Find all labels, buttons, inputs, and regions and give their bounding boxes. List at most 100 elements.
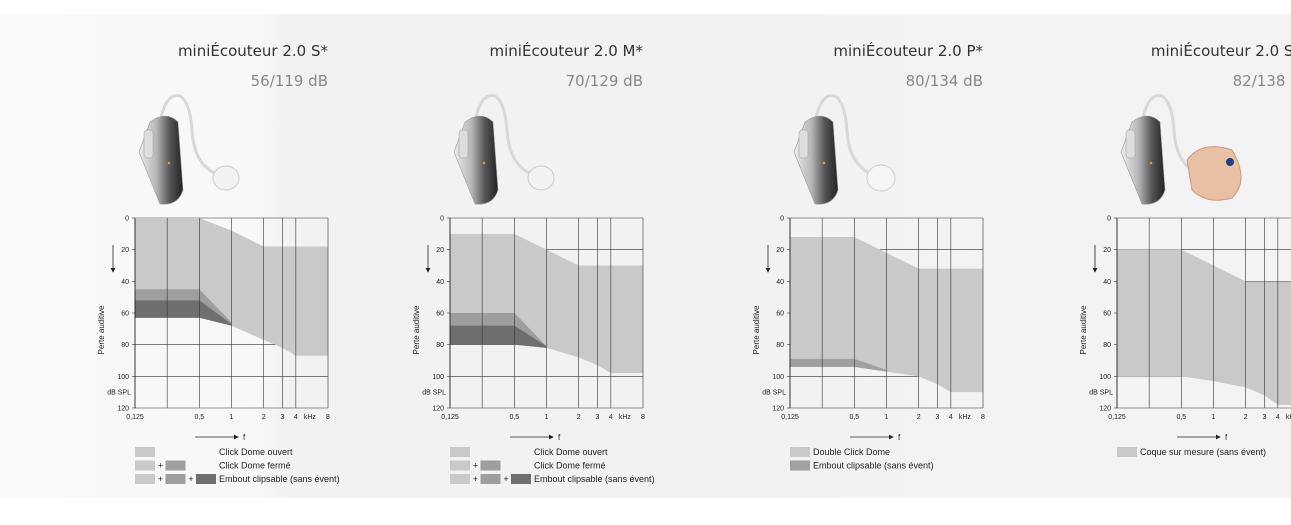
range-area — [135, 300, 232, 326]
x-tick-label: 0,125 — [1108, 414, 1126, 421]
range-area — [450, 325, 547, 348]
x-tick-label: 3 — [936, 414, 940, 421]
y-tick-label: 120 — [772, 406, 784, 413]
y-unit: dB SPL — [1089, 390, 1113, 397]
chart-subtitle: 82/138 dB — [1233, 72, 1291, 90]
y-axis-label: Perte auditive — [412, 305, 421, 354]
y-tick-label: 40 — [121, 279, 129, 286]
legend-swatch — [450, 447, 470, 457]
x-axis-label: f — [243, 433, 246, 442]
x-unit: kHz — [304, 414, 317, 421]
legend-swatch — [450, 460, 470, 471]
x-tick-label: 2 — [1244, 414, 1248, 421]
y-tick-label: 0 — [1107, 216, 1111, 223]
legend-label: Click Dome ouvert — [534, 447, 608, 457]
y-tick-label: 20 — [776, 247, 784, 254]
chart: miniÉcouteur 2.0 SP* 82/138 dB 0 20 40 60 80 10… — [1079, 41, 1291, 457]
x-tick-label: 4 — [294, 414, 298, 421]
y-tick-label: 100 — [1099, 374, 1111, 381]
y-unit: dB SPL — [422, 390, 446, 397]
y-tick-label: 20 — [121, 247, 129, 254]
x-tick-label: 3 — [281, 414, 285, 421]
chart-title: miniÉcouteur 2.0 P* — [833, 41, 983, 60]
x-tick-label: 0,5 — [509, 414, 519, 421]
legend-swatch — [511, 474, 531, 484]
chart-title: miniÉcouteur 2.0 SP* — [1151, 41, 1291, 60]
y-tick-label: 40 — [1103, 279, 1111, 286]
x-tick-label: 2 — [262, 414, 266, 421]
chart-subtitle: 80/134 dB — [906, 72, 983, 90]
legend-label: Click Dome fermé — [219, 461, 291, 471]
legend-swatch — [135, 474, 155, 484]
y-tick-label: 80 — [436, 342, 444, 349]
chart: miniÉcouteur 2.0 M* 70/129 dB 0 20 40 60 80 100… — [412, 41, 655, 484]
legend-joiner: + — [473, 461, 478, 471]
y-tick-label: 0 — [440, 216, 444, 223]
chart-subtitle: 56/119 dB — [251, 72, 328, 90]
x-tick-label: 8 — [326, 414, 330, 421]
y-tick-label: 100 — [117, 374, 129, 381]
chart: miniÉcouteur 2.0 P* 80/134 dB 0 20 40 60 80 100… — [752, 41, 985, 471]
range-area — [1117, 249, 1291, 405]
y-unit: dB SPL — [762, 390, 786, 397]
x-axis-label: f — [898, 433, 901, 442]
y-tick-label: 120 — [432, 406, 444, 413]
legend-swatch — [135, 447, 155, 457]
y-axis-label: Perte auditive — [1079, 305, 1088, 354]
x-unit: kHz — [1286, 414, 1291, 421]
legend-swatch — [196, 474, 216, 484]
y-tick-label: 0 — [125, 216, 129, 223]
legend-label: Embout clipsable (sans évent) — [219, 474, 340, 484]
legend-joiner: + — [188, 474, 193, 484]
x-tick-label: 8 — [981, 414, 985, 421]
y-tick-label: 60 — [1103, 311, 1111, 318]
y-tick-label: 120 — [1099, 406, 1111, 413]
x-tick-label: 4 — [1276, 414, 1280, 421]
y-tick-label: 60 — [436, 311, 444, 318]
chart-title: miniÉcouteur 2.0 S* — [178, 41, 329, 60]
x-tick-label: 0,125 — [441, 414, 459, 421]
legend-joiner: + — [473, 474, 478, 484]
chart-title: miniÉcouteur 2.0 M* — [490, 41, 644, 60]
x-tick-label: 0,5 — [849, 414, 859, 421]
x-tick-label: 8 — [641, 414, 645, 421]
x-tick-label: 1 — [230, 414, 234, 421]
x-tick-label: 0,125 — [781, 414, 799, 421]
legend-label: Click Dome ouvert — [219, 447, 293, 457]
x-tick-label: 1 — [545, 414, 549, 421]
y-tick-label: 60 — [121, 311, 129, 318]
legend-swatch — [790, 460, 810, 471]
y-tick-label: 60 — [776, 311, 784, 318]
legend-label: Coque sur mesure (sans évent) — [1140, 447, 1266, 457]
legend-swatch — [480, 474, 501, 484]
x-tick-label: 2 — [917, 414, 921, 421]
x-tick-label: 3 — [1263, 414, 1267, 421]
y-tick-label: 0 — [780, 216, 784, 223]
y-tick-label: 80 — [776, 342, 784, 349]
legend-swatch — [165, 460, 186, 471]
y-tick-label: 80 — [1103, 342, 1111, 349]
legend-swatch — [1117, 447, 1137, 457]
legend-swatch — [450, 474, 470, 484]
x-tick-label: 4 — [609, 414, 613, 421]
x-axis-label: f — [1225, 433, 1228, 442]
legend-swatch — [165, 474, 186, 484]
y-axis-label: Perte auditive — [97, 305, 106, 354]
legend-swatch — [135, 460, 155, 471]
x-tick-label: 0,125 — [126, 414, 144, 421]
y-axis-label: Perte auditive — [752, 305, 761, 354]
legend-label: Click Dome fermé — [534, 461, 606, 471]
y-tick-label: 40 — [776, 279, 784, 286]
product-image — [452, 94, 555, 206]
x-tick-label: 0,5 — [194, 414, 204, 421]
product-image — [137, 94, 240, 206]
legend-swatch — [790, 447, 810, 457]
x-tick-label: 2 — [577, 414, 581, 421]
legend-label: Embout clipsable (sans évent) — [813, 461, 934, 471]
y-tick-label: 20 — [1103, 247, 1111, 254]
legend-joiner: + — [503, 474, 508, 484]
x-tick-label: 1 — [885, 414, 889, 421]
range-area — [790, 358, 887, 372]
y-tick-label: 20 — [436, 247, 444, 254]
